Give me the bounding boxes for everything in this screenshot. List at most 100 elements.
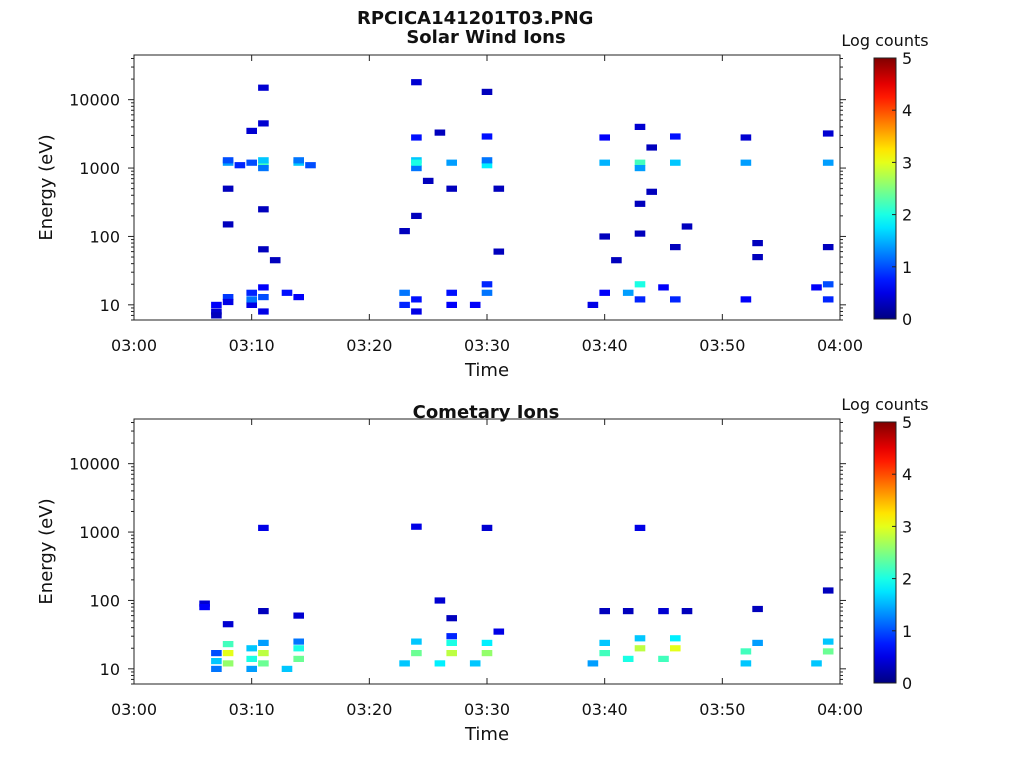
data-cell-0-51	[481, 162, 493, 169]
colorbar-tick-label-0-3: 3	[902, 153, 912, 172]
data-cell-1-19	[293, 645, 304, 652]
data-cell-1-25	[411, 523, 422, 530]
colorbar-tick-label-1-2: 2	[902, 570, 912, 589]
data-cell-0-59	[599, 159, 610, 166]
data-cell-1-12	[258, 660, 269, 667]
x-tick-label-0-0: 03:00	[111, 336, 157, 355]
data-cell-0-60	[599, 134, 610, 141]
data-cell-0-4	[222, 298, 234, 306]
data-cell-1-45	[622, 608, 634, 615]
x-tick-label-1-5: 03:50	[699, 700, 745, 719]
data-cell-0-52	[481, 157, 493, 164]
data-cell-1-26	[434, 660, 446, 667]
data-cell-0-38	[411, 134, 422, 141]
data-cell-0-77	[681, 223, 693, 230]
data-cell-0-81	[740, 134, 752, 141]
x-tick-label-1-4: 03:40	[582, 700, 628, 719]
data-cell-1-22	[399, 660, 410, 667]
data-cell-0-41	[399, 228, 410, 235]
x-tick-label-0-5: 03:50	[699, 336, 745, 355]
data-cell-0-62	[611, 257, 622, 264]
colorbar-1	[873, 421, 897, 684]
data-cell-0-26	[281, 289, 293, 296]
data-cell-0-2	[211, 301, 222, 308]
data-cell-1-52	[740, 648, 752, 655]
x-tick-label-0-2: 03:20	[346, 336, 392, 355]
data-cell-0-3	[222, 294, 234, 301]
panel-title-1: Cometary Ions	[413, 402, 560, 423]
data-cell-1-33	[481, 650, 493, 657]
data-cell-1-44	[634, 524, 646, 531]
data-cell-0-40	[411, 212, 422, 219]
data-cell-0-29	[293, 157, 304, 164]
data-cell-0-14	[258, 294, 269, 301]
data-cell-0-61	[599, 233, 610, 240]
data-cell-0-74	[670, 296, 681, 303]
data-cell-0-21	[258, 120, 269, 127]
colorbar-tick-label-1-4: 4	[902, 465, 912, 484]
data-cell-0-46	[446, 159, 457, 166]
data-cell-0-25	[269, 257, 281, 264]
data-cell-0-68	[634, 123, 646, 130]
data-cell-1-55	[811, 660, 822, 667]
colorbar-tick-label-0-0: 0	[902, 310, 912, 329]
data-cell-1-15	[258, 524, 269, 531]
data-cell-0-89	[822, 244, 834, 251]
colorbar-tick-label-0-5: 5	[902, 49, 912, 68]
data-cell-1-35	[493, 628, 505, 635]
colorbar-title-0: Log counts	[841, 31, 928, 50]
colorbar-tick-label-0-4: 4	[902, 101, 912, 120]
data-cell-0-71	[646, 144, 657, 151]
y-tick-label-1-3: 10000	[69, 455, 120, 474]
data-cell-1-20	[293, 638, 304, 645]
colorbar-tick-label-1-0: 0	[902, 674, 912, 693]
data-cell-1-32	[469, 660, 481, 667]
data-cell-1-2	[211, 665, 222, 672]
data-cell-0-73	[658, 284, 669, 291]
data-cell-0-80	[740, 159, 752, 166]
y-tick-label-0-0: 10	[100, 296, 120, 315]
data-cell-1-40	[599, 608, 610, 615]
data-cell-1-4	[211, 650, 222, 657]
data-cell-1-0	[199, 600, 210, 607]
data-cell-0-56	[493, 248, 505, 255]
data-cell-0-37	[411, 159, 422, 166]
data-cell-0-75	[670, 159, 681, 166]
data-cell-1-27	[446, 650, 457, 657]
data-cell-1-7	[222, 641, 234, 648]
data-cell-0-34	[411, 296, 422, 303]
y-tick-label-0-3: 10000	[69, 91, 120, 110]
data-cell-1-14	[258, 639, 269, 646]
data-cell-0-87	[822, 159, 834, 166]
x-tick-label-0-3: 03:30	[464, 336, 510, 355]
data-cell-0-10	[246, 301, 257, 308]
data-cell-1-50	[681, 608, 693, 615]
data-cell-1-11	[246, 645, 257, 652]
x-tick-label-0-6: 04:00	[817, 336, 863, 355]
data-cell-0-58	[599, 289, 610, 296]
colorbar-tick-label-1-5: 5	[902, 413, 912, 432]
data-cell-0-7	[234, 162, 246, 169]
data-cell-0-20	[246, 127, 257, 134]
data-cell-1-16	[258, 608, 269, 615]
data-cell-1-36	[481, 524, 493, 531]
data-cell-0-39	[411, 79, 422, 86]
data-cell-0-83	[752, 254, 763, 261]
data-cell-0-15	[258, 284, 269, 291]
data-cell-1-46	[658, 655, 669, 662]
colorbar-tick-label-0-1: 1	[902, 258, 912, 277]
data-cell-1-13	[258, 650, 269, 657]
data-cell-1-18	[293, 655, 304, 662]
data-cell-0-0	[211, 308, 222, 315]
y-axis-label-0: Energy (eV)	[36, 134, 57, 240]
data-cell-0-47	[446, 185, 457, 192]
data-cell-1-3	[211, 658, 222, 665]
data-cell-1-57	[822, 638, 834, 645]
data-cell-1-10	[246, 655, 257, 662]
data-cell-1-8	[222, 621, 234, 628]
data-cell-0-43	[434, 129, 446, 136]
colorbar-tick-label-1-1: 1	[902, 622, 912, 641]
x-tick-label-1-2: 03:20	[346, 700, 392, 719]
x-tick-label-1-1: 03:10	[229, 700, 275, 719]
data-cell-0-24	[258, 246, 269, 253]
